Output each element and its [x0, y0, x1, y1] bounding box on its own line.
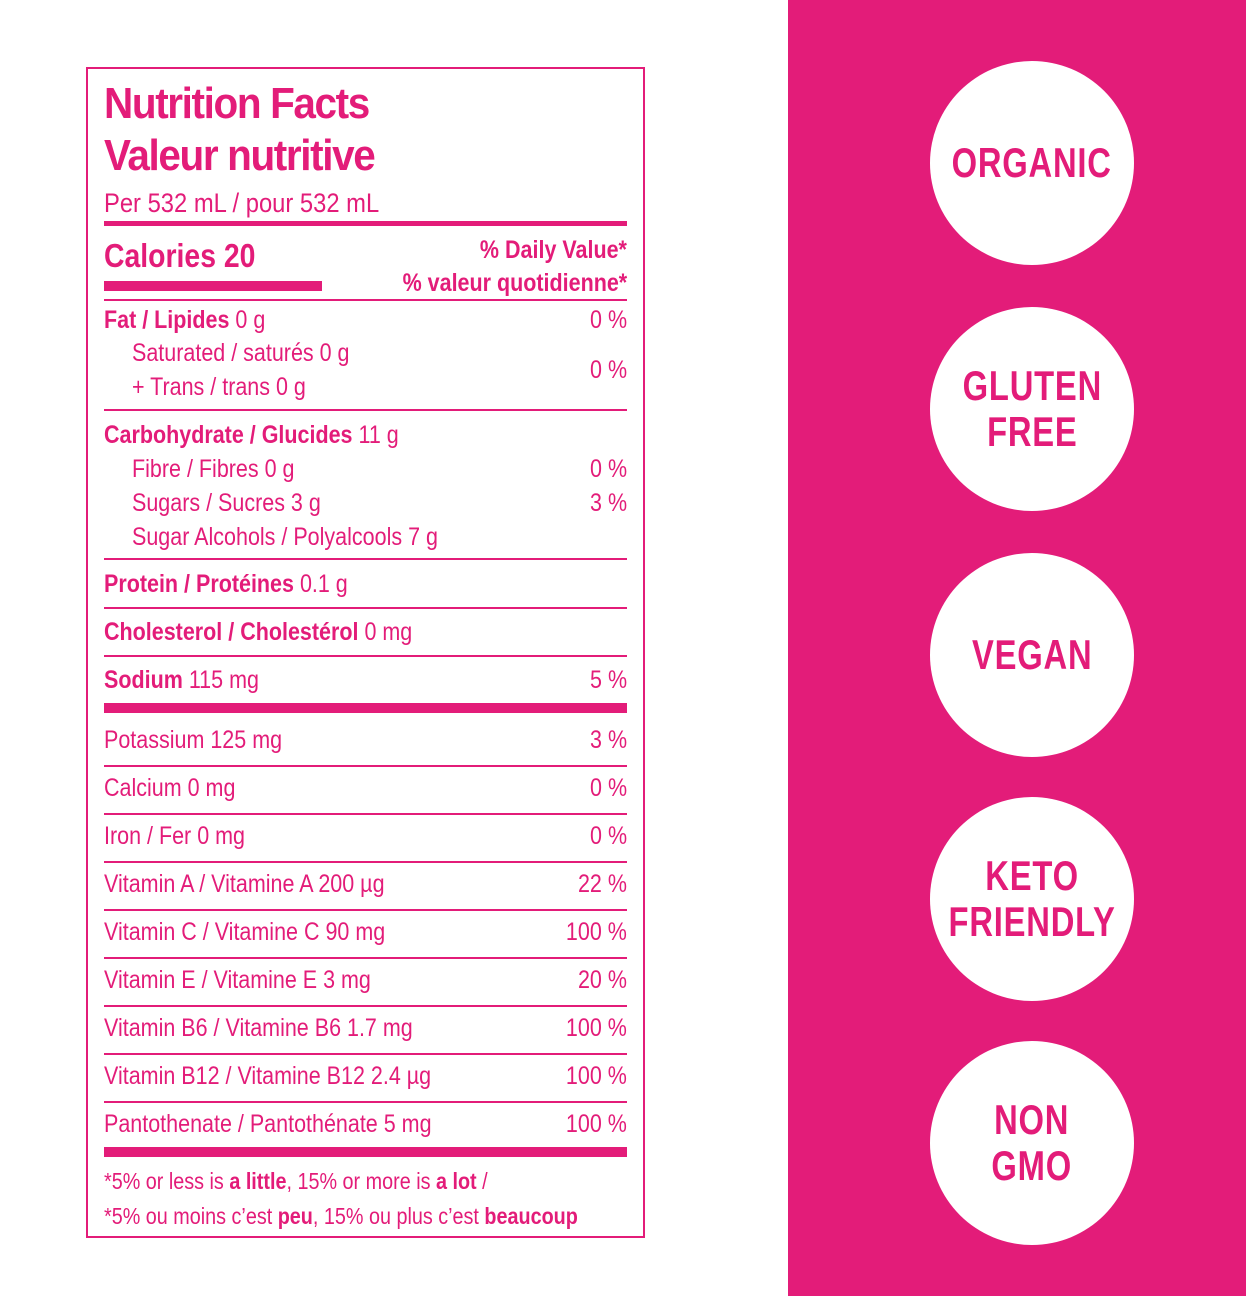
footnote-text: / [476, 1168, 488, 1194]
footnote-text: *5% ou moins c’est [104, 1203, 278, 1229]
rule-thick [104, 703, 627, 713]
micro-row-vitamin-b6: Vitamin B6 / Vitamine B6 1.7 mg [104, 1014, 413, 1042]
micro-row-potassium: Potassium 125 mg [104, 726, 283, 754]
fat-dv: 0 % [589, 306, 627, 334]
rule [104, 655, 627, 657]
badge-label: VEGAN [971, 631, 1093, 678]
footnote-text: , 15% ou plus c’est [312, 1203, 485, 1229]
rule [104, 1005, 627, 1007]
cholesterol-name: Cholesterol / Cholestérol [104, 618, 359, 646]
micro-dv-iron: 0 % [589, 822, 627, 850]
sugars-row: Sugars / Sucres 3 g [132, 489, 321, 517]
micro-row-pantothenate: Pantothenate / Pantothénate 5 mg [104, 1110, 432, 1138]
micro-dv-vitamin-a: 22 % [577, 870, 627, 898]
micro-dv-pantothenate: 100 % [566, 1110, 627, 1138]
badge-label: GLUTEN FREE [962, 362, 1102, 455]
daily-value-heading-fr: % valeur quotidienne* [402, 269, 627, 297]
badge-non-gmo: NON GMO [930, 1041, 1134, 1245]
sodium-amount: 115 mg [188, 666, 259, 694]
micro-dv-vitamin-b6: 100 % [566, 1014, 627, 1042]
saturated-row: Saturated / saturés 0 g [132, 339, 350, 367]
micro-row-vitamin-c: Vitamin C / Vitamine C 90 mg [104, 918, 386, 946]
rule-thick [104, 1147, 627, 1157]
rule [104, 957, 627, 959]
title-english: Nutrition Facts [104, 79, 370, 128]
micro-row-vitamin-b12: Vitamin B12 / Vitamine B12 2.4 µg [104, 1062, 432, 1090]
rule [104, 813, 627, 815]
micro-row-iron: Iron / Fer 0 mg [104, 822, 245, 850]
badge-label: ORGANIC [951, 139, 1113, 186]
micro-row-calcium: Calcium 0 mg [104, 774, 236, 802]
footnote-french: *5% ou moins c’est peu, 15% ou plus c’es… [104, 1202, 578, 1230]
badge-vegan: VEGAN [930, 553, 1134, 757]
rule [104, 765, 627, 767]
sodium-name: Sodium [104, 666, 183, 694]
micro-row-vitamin-a: Vitamin A / Vitamine A 200 µg [104, 870, 385, 898]
protein-amount: 0.1 g [299, 570, 348, 598]
protein-name: Protein / Protéines [104, 570, 294, 598]
rule [104, 558, 627, 560]
footnote-emphasis: a little [229, 1168, 287, 1194]
rule [104, 909, 627, 911]
badge-organic: ORGANIC [930, 61, 1134, 265]
fibre-dv: 0 % [589, 455, 627, 483]
footnote-text: *5% or less is [104, 1168, 230, 1194]
micro-row-vitamin-e: Vitamin E / Vitamine E 3 mg [104, 966, 371, 994]
footnote-emphasis: beaucoup [484, 1203, 578, 1229]
fat-row: Fat / Lipides 0 g [104, 305, 265, 335]
badge-label: KETO FRIENDLY [948, 852, 1116, 945]
sodium-row: Sodium 115 mg [104, 665, 259, 695]
micro-dv-potassium: 3 % [589, 726, 627, 754]
carb-row: Carbohydrate / Glucides 11 g [104, 420, 399, 450]
rule [104, 607, 627, 609]
carb-amount: 11 g [358, 421, 399, 449]
badge-panel: ORGANIC GLUTEN FREE VEGAN KETO FRIENDLY … [788, 0, 1246, 1296]
fat-amount: 0 g [235, 306, 266, 334]
cholesterol-row: Cholesterol / Cholestérol 0 mg [104, 617, 412, 647]
sat-trans-dv: 0 % [589, 356, 627, 384]
rule-thick [104, 221, 627, 226]
fat-name: Fat / Lipides [104, 306, 230, 334]
carb-name: Carbohydrate / Glucides [104, 421, 353, 449]
rule [104, 1053, 627, 1055]
micro-dv-vitamin-c: 100 % [566, 918, 627, 946]
footnote-emphasis: a lot [435, 1168, 477, 1194]
rule [104, 409, 627, 411]
protein-row: Protein / Protéines 0.1 g [104, 569, 348, 599]
footnote-english: *5% or less is a little, 15% or more is … [104, 1167, 488, 1195]
sugars-dv: 3 % [589, 489, 627, 517]
rule [104, 861, 627, 863]
nutrition-facts-label: Nutrition Facts Valeur nutritive Per 532… [86, 67, 645, 1238]
badge-keto-friendly: KETO FRIENDLY [930, 797, 1134, 1001]
serving-size: Per 532 mL / pour 532 mL [104, 188, 380, 218]
micro-dv-vitamin-b12: 100 % [566, 1062, 627, 1090]
micro-dv-vitamin-e: 20 % [577, 966, 627, 994]
footnote-text: , 15% or more is [286, 1168, 436, 1194]
daily-value-heading-en: % Daily Value* [479, 236, 627, 264]
fibre-row: Fibre / Fibres 0 g [132, 455, 295, 483]
footnote-emphasis: peu [277, 1203, 313, 1229]
title-french: Valeur nutritive [104, 131, 376, 180]
calories: Calories 20 [104, 237, 256, 274]
rule [104, 1101, 627, 1103]
sugar-alcohols-row: Sugar Alcohols / Polyalcools 7 g [132, 523, 438, 551]
badge-gluten-free: GLUTEN FREE [930, 307, 1134, 511]
trans-row: + Trans / trans 0 g [132, 373, 306, 401]
cholesterol-amount: 0 mg [364, 618, 413, 646]
rule [104, 299, 627, 301]
micro-dv-calcium: 0 % [589, 774, 627, 802]
calories-bar [104, 281, 322, 291]
badge-label: NON GMO [991, 1096, 1073, 1189]
sodium-dv: 5 % [589, 666, 627, 694]
